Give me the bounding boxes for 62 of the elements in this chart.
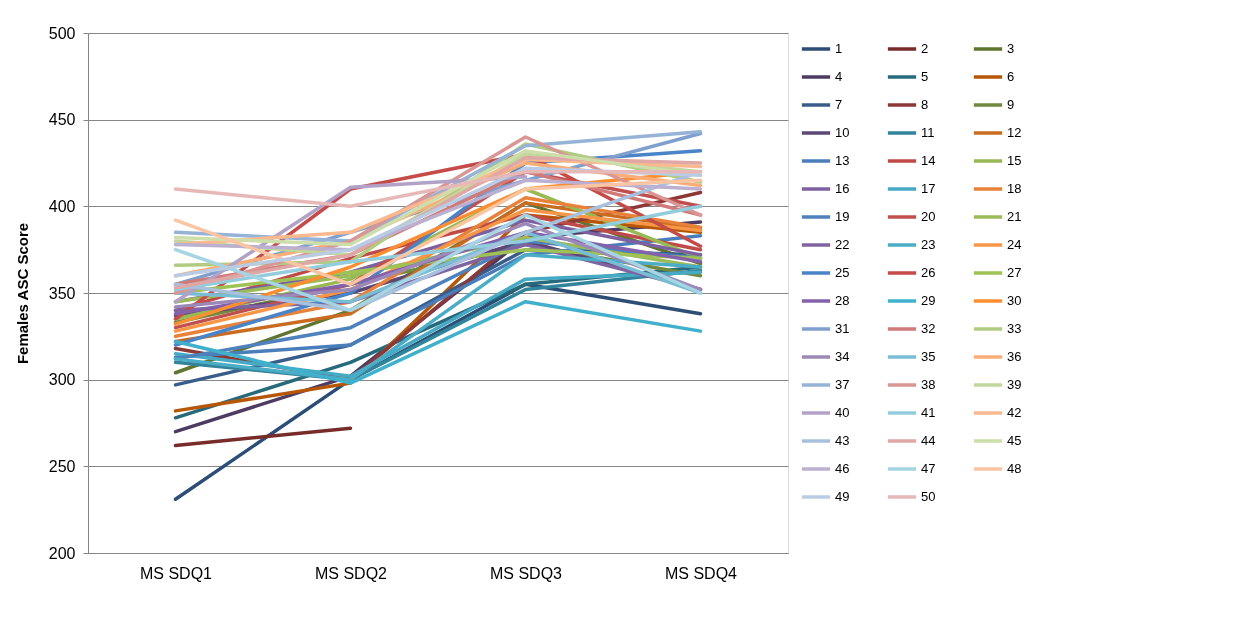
legend-label: 41 — [921, 405, 936, 420]
legend-label: 21 — [1007, 209, 1022, 224]
legend-label: 44 — [921, 433, 936, 448]
legend-label: 22 — [835, 237, 850, 252]
legend-label: 47 — [921, 461, 936, 476]
legend-label: 50 — [921, 489, 936, 504]
legend-label: 12 — [1007, 125, 1022, 140]
y-axis-title: Females ASC Score — [13, 222, 31, 365]
legend-label: 8 — [921, 97, 929, 112]
legend-label: 28 — [835, 293, 850, 308]
legend-label: 33 — [1007, 321, 1022, 336]
legend-label: 45 — [1007, 433, 1022, 448]
legend-label: 27 — [1007, 265, 1022, 280]
x-tick-label: MS SDQ2 — [314, 564, 388, 582]
y-tick-label: 250 — [48, 457, 76, 475]
y-tick-label: 500 — [48, 24, 76, 42]
legend-label: 25 — [835, 265, 850, 280]
legend-label: 20 — [921, 209, 936, 224]
y-tick-label: 450 — [48, 111, 76, 129]
legend-label: 36 — [1007, 349, 1022, 364]
legend-label: 3 — [1007, 41, 1015, 56]
legend-label: 16 — [835, 181, 850, 196]
legend-label: 49 — [835, 489, 850, 504]
legend-label: 40 — [835, 405, 850, 420]
legend-label: 11 — [921, 125, 935, 140]
legend-label: 48 — [1007, 461, 1022, 476]
legend-label: 17 — [921, 181, 936, 196]
legend-label: 10 — [835, 125, 850, 140]
legend-label: 14 — [921, 153, 936, 168]
x-tick-label: MS SDQ4 — [664, 564, 738, 582]
legend-label: 5 — [921, 69, 929, 84]
legend-label: 1 — [835, 41, 843, 56]
legend-label: 38 — [921, 377, 936, 392]
x-tick-label: MS SDQ3 — [489, 564, 563, 582]
legend-label: 13 — [835, 153, 850, 168]
legend-label: 46 — [835, 461, 850, 476]
legend-label: 35 — [921, 349, 936, 364]
legend-label: 24 — [1007, 237, 1022, 252]
legend-label: 43 — [835, 433, 850, 448]
legend-label: 26 — [921, 265, 936, 280]
legend-label: 6 — [1007, 69, 1015, 84]
legend-label: 18 — [1007, 181, 1022, 196]
y-tick-label: 200 — [48, 544, 76, 562]
y-tick-label: 400 — [48, 197, 76, 215]
legend-label: 19 — [835, 209, 850, 224]
legend-label: 30 — [1007, 293, 1022, 308]
x-tick-label: MS SDQ1 — [139, 564, 213, 582]
legend-label: 37 — [835, 377, 850, 392]
legend-label: 34 — [835, 349, 850, 364]
legend-label: 23 — [921, 237, 936, 252]
legend-label: 32 — [921, 321, 936, 336]
legend-label: 7 — [835, 97, 843, 112]
legend-label: 29 — [921, 293, 936, 308]
y-tick-label: 350 — [48, 284, 76, 302]
legend-label: 39 — [1007, 377, 1022, 392]
legend-label: 42 — [1007, 405, 1022, 420]
legend-label: 2 — [921, 41, 929, 56]
legend-label: 4 — [835, 69, 843, 84]
legend-label: 15 — [1007, 153, 1022, 168]
legend-label: 31 — [835, 321, 850, 336]
legend-label: 9 — [1007, 97, 1015, 112]
y-tick-label: 300 — [48, 371, 76, 389]
